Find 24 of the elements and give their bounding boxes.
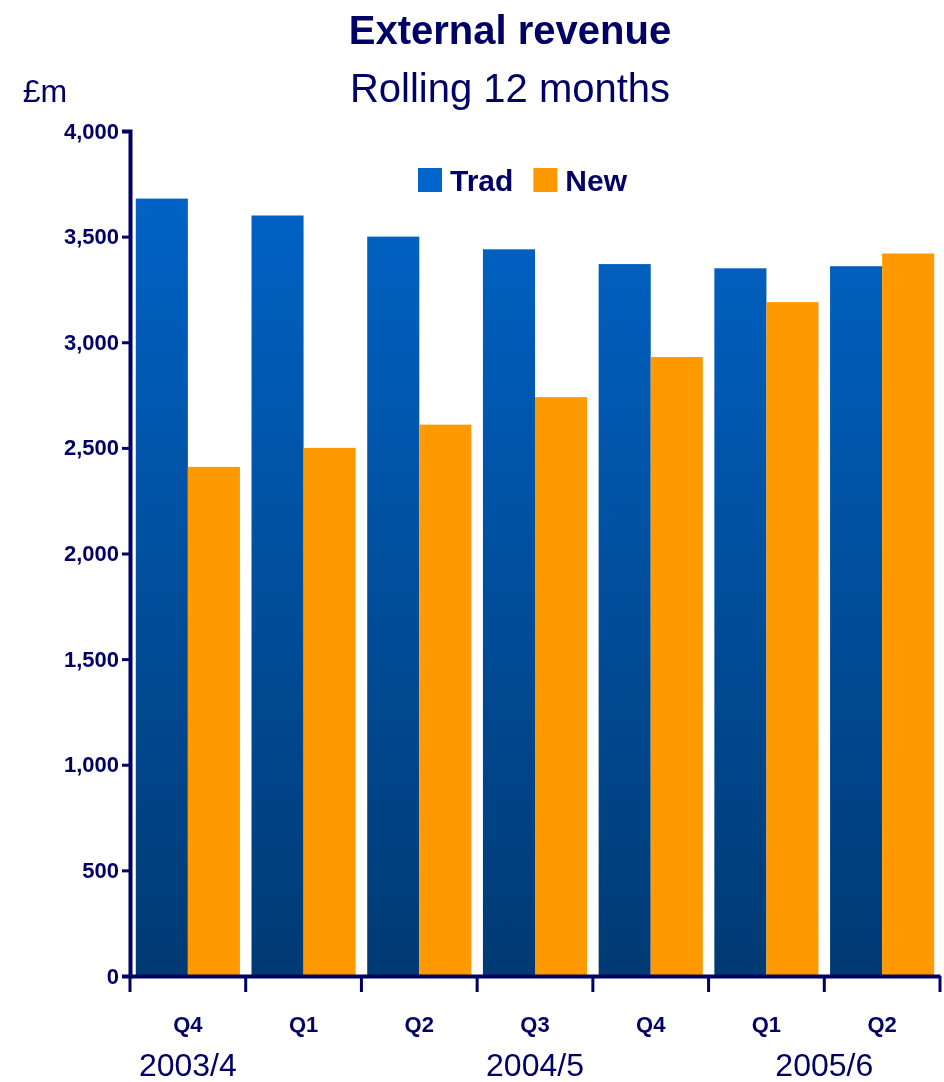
y-tick-label: 4,000 (63, 118, 119, 144)
y-tick-label: 1,500 (63, 646, 119, 672)
x-tick-label: Q1 (751, 1011, 782, 1037)
text: 2003/4 (138, 1047, 237, 1082)
y-tick-label: 1,000 (63, 752, 119, 778)
x-tick-label: Q3 (520, 1011, 550, 1037)
y-tick-label: 0 (106, 963, 119, 989)
x-tick-label: Q2 (404, 1011, 434, 1037)
chart-title: External revenue (348, 8, 672, 52)
y-axis-title: £m (22, 73, 68, 109)
x-tick-label: Q4 (173, 1011, 204, 1037)
y-tick-label: 3,000 (63, 329, 119, 355)
legend-label: New (565, 164, 628, 197)
y-tick-label: 2,000 (63, 541, 119, 567)
x-tick-label: Q4 (636, 1011, 667, 1037)
legend-label: Trad (450, 164, 514, 197)
x-tick-label: Q1 (288, 1011, 319, 1037)
y-tick-label: 2,500 (63, 435, 119, 461)
chart-subtitle: Rolling 12 months (349, 66, 671, 110)
y-tick-label: 3,500 (63, 224, 119, 250)
y-tick-label: 500 (82, 857, 119, 883)
text: 2005/6 (775, 1047, 874, 1082)
x-tick-label: Q2 (867, 1011, 897, 1037)
text: 2004/5 (486, 1047, 584, 1082)
